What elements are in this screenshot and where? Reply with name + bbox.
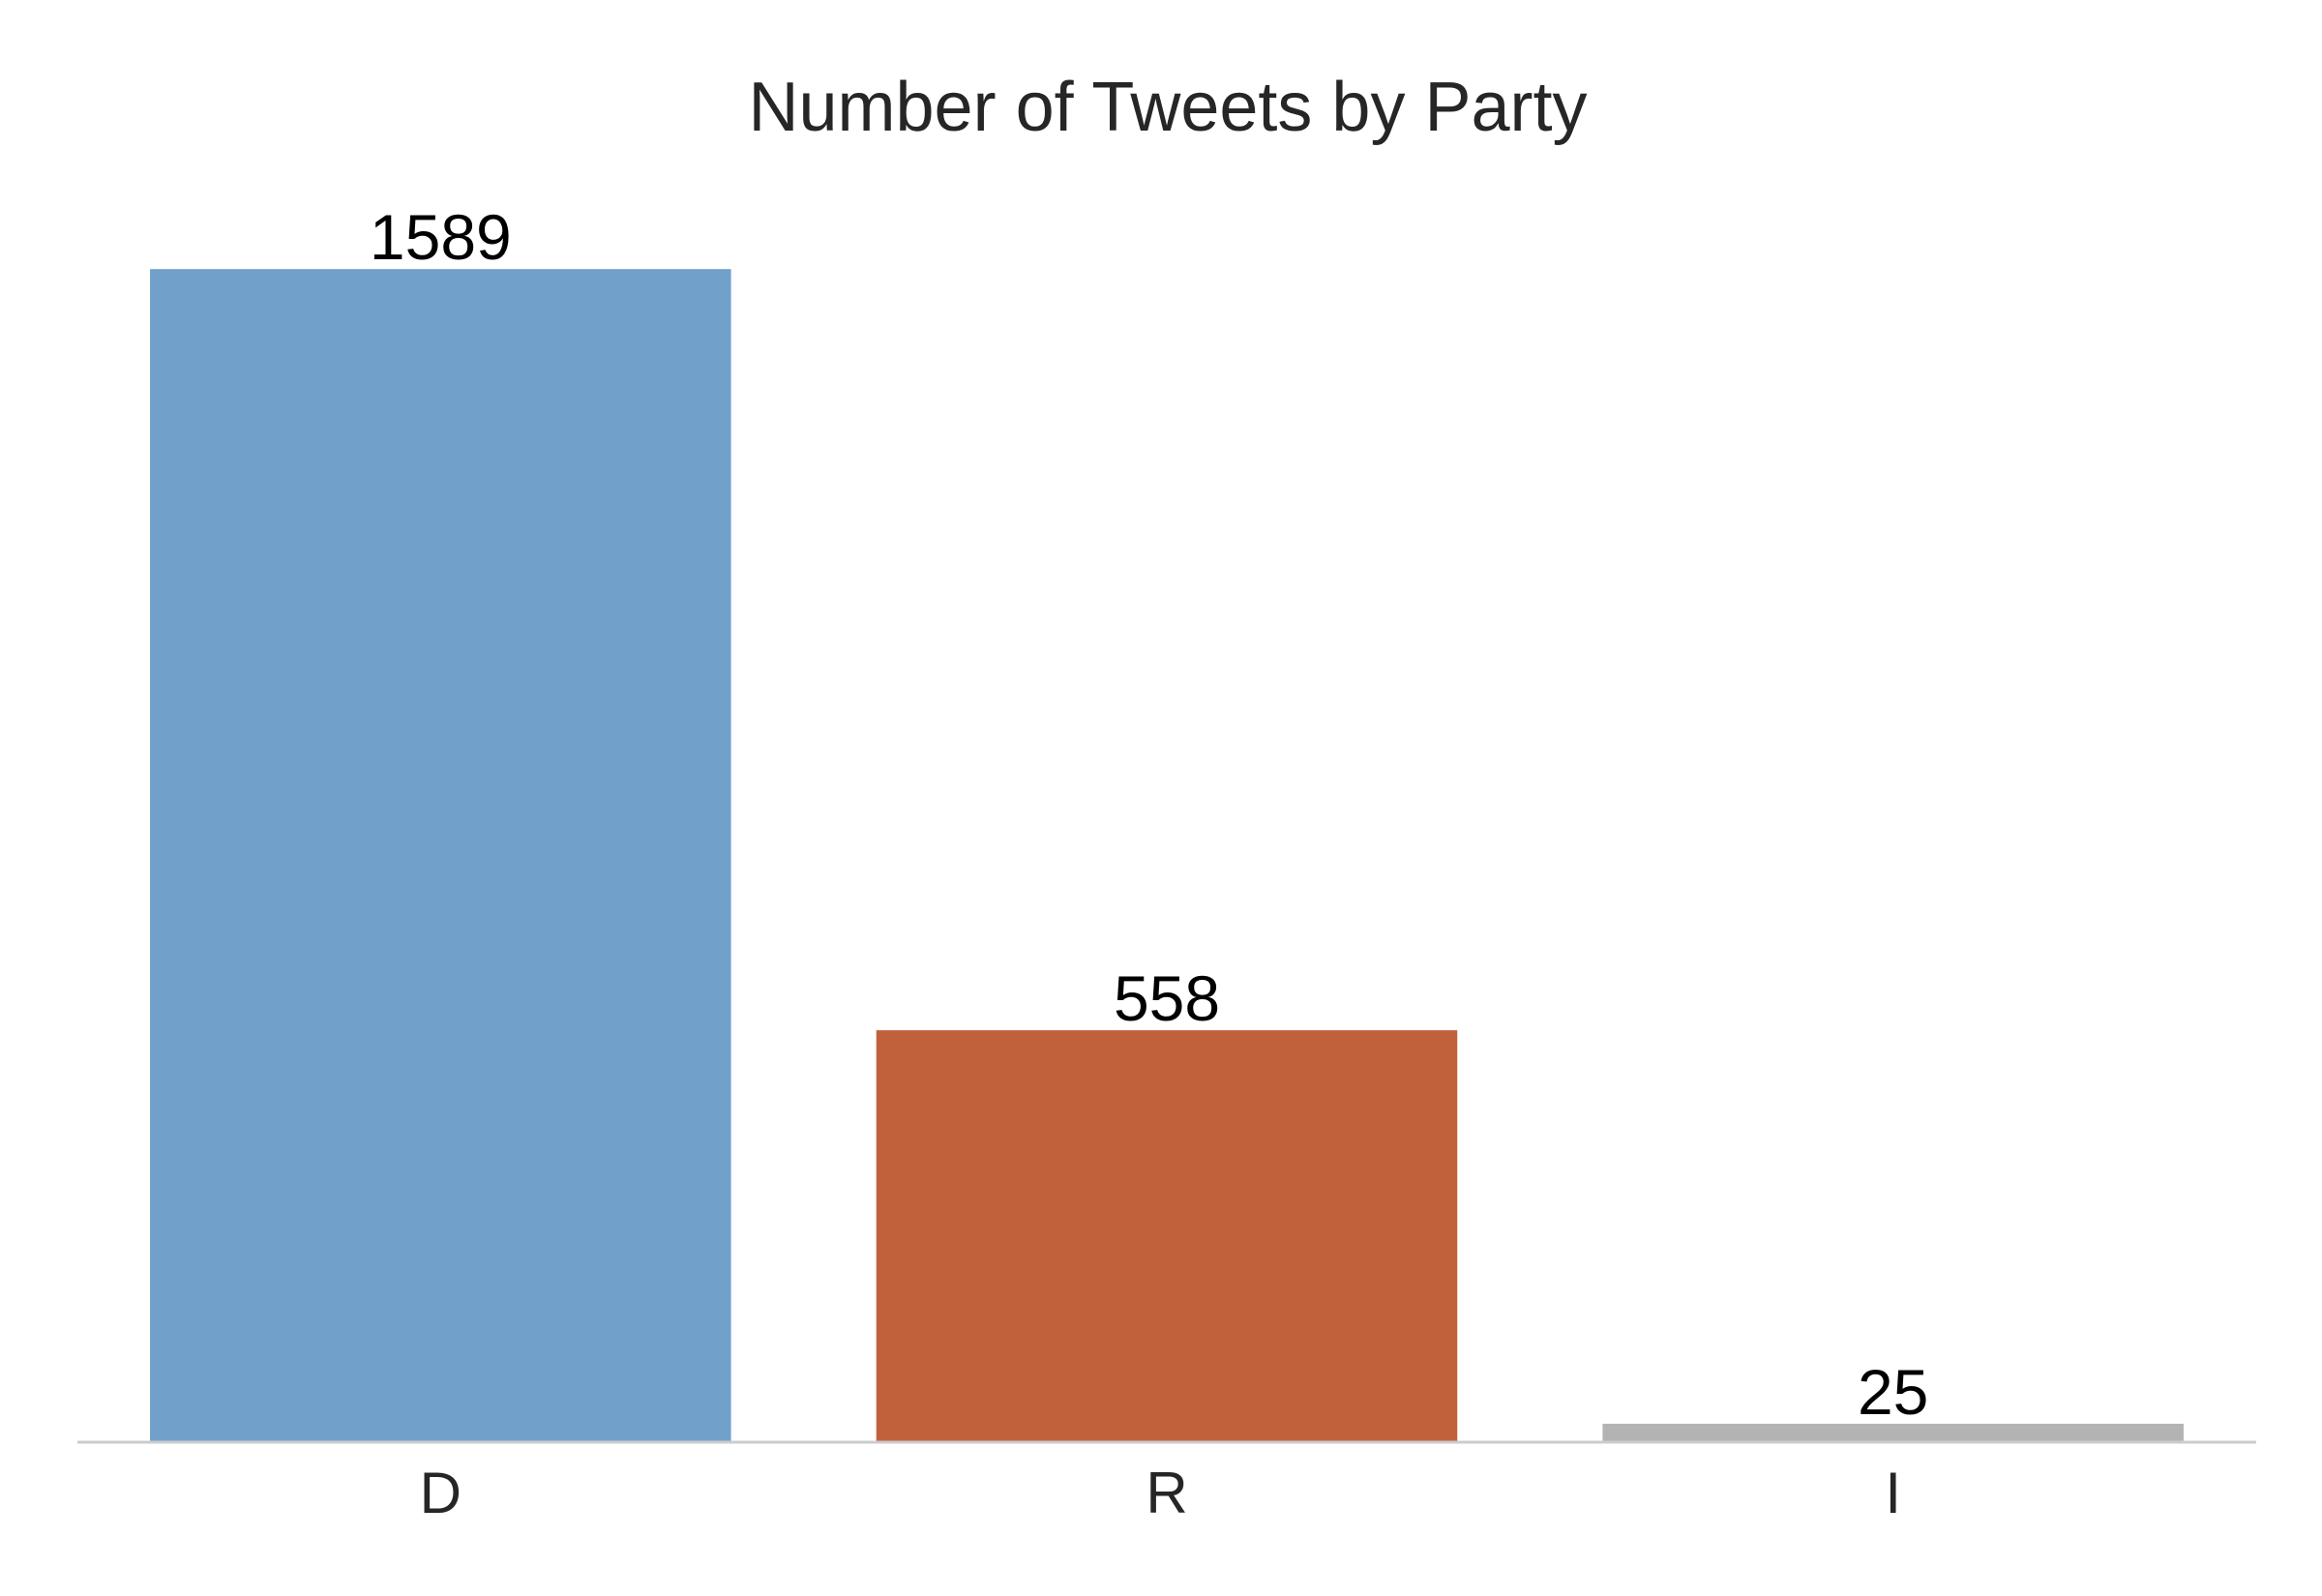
- bar-i: [1602, 1423, 2184, 1442]
- x-tick-label-r: R: [1146, 1461, 1187, 1525]
- data-label-i: 25: [1858, 1356, 1928, 1428]
- bar-d: [150, 269, 731, 1443]
- data-labels-group: 1589 558 25: [370, 201, 1928, 1428]
- chart-title: Number of Tweets by Party: [748, 69, 1587, 146]
- data-label-d: 1589: [370, 201, 512, 273]
- data-label-r: 558: [1114, 962, 1220, 1034]
- bar-r: [876, 1030, 1458, 1442]
- bars-group: [150, 269, 2184, 1443]
- x-tick-label-d: D: [420, 1461, 461, 1525]
- x-tick-label-i: I: [1885, 1461, 1901, 1525]
